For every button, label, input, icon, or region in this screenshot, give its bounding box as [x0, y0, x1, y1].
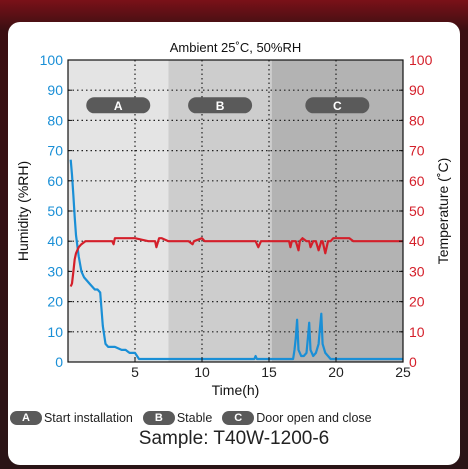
y-right-tick-label: 80: [409, 112, 425, 128]
y-left-tick-label: 100: [40, 52, 64, 68]
sample-label: Sample: T40W-1200-6: [138, 428, 330, 449]
region-a-badge-label: A: [114, 99, 123, 113]
legend-item-a: A Start installation: [10, 411, 133, 425]
region-legend: A Start installation B Stable C Door ope…: [10, 408, 462, 428]
y-right-tick-label: 0: [409, 354, 417, 370]
region-c-badge: [305, 97, 370, 114]
y-left-tick-label: 60: [47, 173, 63, 189]
legend-label-c: Door open and close: [256, 411, 372, 425]
y-left-tick-label: 70: [47, 143, 63, 159]
y-left-tick-label: 0: [55, 354, 63, 370]
region-c-badge-label: C: [333, 99, 342, 113]
x-tick-label: 10: [194, 364, 210, 380]
region-b-badge-label: B: [216, 99, 225, 113]
region-b-badge: [188, 97, 253, 114]
x-tick-label: 5: [131, 364, 139, 380]
y-left-tick-label: 20: [47, 294, 63, 310]
y-left-axis-label: Humidity (%RH): [15, 161, 31, 261]
y-right-tick-label: 20: [409, 294, 425, 310]
legend-label-b: Stable: [176, 411, 213, 425]
y-right-tick-label: 30: [409, 263, 425, 279]
legend-badge-a: A: [10, 411, 42, 425]
y-left-tick-label: 40: [47, 233, 63, 249]
legend-item-c: C Door open and close: [222, 411, 372, 425]
y-left-tick-label: 50: [47, 203, 63, 219]
x-tick-label: 25: [395, 364, 411, 380]
y-left-tick-label: 80: [47, 112, 63, 128]
chart-title: Ambient 25˚C, 50%RH: [170, 40, 302, 55]
y-left-tick-label: 10: [47, 324, 63, 340]
legend-item-b: B Stable: [142, 411, 213, 425]
y-right-tick-label: 10: [409, 324, 425, 340]
humidity-line: [69, 159, 403, 361]
y-left-tick-label: 90: [47, 82, 63, 98]
y-right-tick-label: 40: [409, 233, 425, 249]
legend-label-a: Start installation: [43, 411, 133, 425]
y-right-axis-label: Temperature (˚C): [435, 158, 451, 265]
y-left-tick-label: 30: [47, 263, 63, 279]
y-right-tick-label: 70: [409, 143, 425, 159]
y-right-tick-label: 90: [409, 82, 425, 98]
x-tick-label: 15: [261, 364, 277, 380]
y-right-tick-label: 60: [409, 173, 425, 189]
x-tick-label: 20: [328, 364, 344, 380]
y-right-tick-label: 100: [409, 52, 433, 68]
legend-badge-b: B: [142, 411, 175, 425]
x-axis-label: Time(h): [212, 382, 260, 398]
temperature-line: [69, 237, 403, 287]
legend-badge-c: C: [222, 411, 255, 425]
region-a-badge: [86, 97, 151, 114]
y-right-tick-label: 50: [409, 203, 425, 219]
